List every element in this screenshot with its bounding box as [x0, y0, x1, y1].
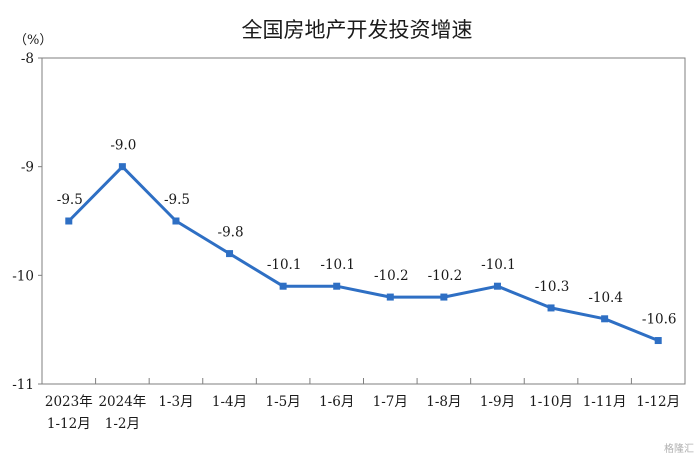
x-tick-label-line: 1-9月: [480, 394, 515, 410]
x-tick-label-line: 1-7月: [373, 394, 408, 410]
y-tick-label: -8: [21, 51, 34, 67]
data-label: -10.4: [588, 290, 623, 306]
data-label: -10.6: [642, 312, 677, 328]
x-tick-label-line: 1-8月: [426, 394, 461, 410]
data-label: -9.8: [218, 225, 244, 241]
y-tick-label: -9: [21, 160, 34, 176]
data-point: [440, 293, 448, 301]
x-tick-label-line: 2024年: [98, 394, 146, 410]
watermark: 格隆汇: [664, 444, 694, 455]
x-tick-label-line: 1-6月: [319, 394, 354, 410]
data-points: [65, 163, 662, 345]
data-point: [65, 217, 73, 225]
x-axis: 2023年 1-12月 2024年 1-2月 1-3月 1-4月 1-5月 1-6月 1-7月 1…: [45, 378, 680, 432]
data-label: -9.5: [164, 192, 190, 208]
data-label: -10.2: [374, 268, 409, 284]
data-point: [386, 293, 394, 301]
x-tick-label: 2024年 1-2月: [98, 394, 146, 432]
data-point: [547, 304, 555, 312]
data-point: [601, 315, 609, 323]
x-tick-label-line: 1-11月: [583, 394, 627, 410]
data-labels: -9.5 -9.0 -9.5 -9.8 -10.1 -10.1 -10.2 -10.2 -10.…: [57, 138, 677, 328]
x-tick-label-line: 2023年: [45, 394, 93, 410]
x-tick-label: 1-9月: [480, 394, 515, 410]
series-line: [67, 165, 659, 342]
data-label: -10.1: [267, 257, 302, 273]
chart-title: 全国房地产开发投资增速: [242, 18, 473, 42]
data-point: [172, 217, 180, 225]
data-point: [333, 282, 341, 290]
y-axis-unit: （%）: [14, 33, 52, 48]
data-label: -10.1: [320, 257, 355, 273]
data-point: [654, 337, 662, 345]
x-tick-label: 1-8月: [426, 394, 461, 410]
data-label: -9.5: [57, 192, 83, 208]
plot-area: [41, 57, 686, 385]
data-label: -10.1: [481, 257, 516, 273]
data-label: -9.0: [110, 138, 136, 154]
y-tick-label: -10: [12, 268, 34, 284]
x-tick-label: 1-10月: [529, 394, 573, 410]
x-tick-label: 1-12月: [636, 394, 680, 410]
x-tick-label-line: 1-2月: [105, 416, 140, 432]
y-axis: -8 -9 -10 -11: [12, 51, 42, 393]
data-label: -10.3: [535, 279, 570, 295]
x-tick-label: 1-6月: [319, 394, 354, 410]
x-tick-label-line: 1-3月: [158, 394, 193, 410]
x-tick-label: 1-11月: [583, 394, 627, 410]
x-tick-label-line: 1-5月: [266, 394, 301, 410]
x-tick-label: 1-5月: [266, 394, 301, 410]
x-tick-label-line: 1-4月: [212, 394, 247, 410]
x-tick-label: 1-3月: [158, 394, 193, 410]
x-tick-label: 1-7月: [373, 394, 408, 410]
x-tick-label: 1-4月: [212, 394, 247, 410]
data-point: [118, 163, 126, 171]
data-label: -10.2: [428, 268, 463, 284]
data-point: [226, 250, 234, 258]
data-point: [279, 282, 287, 290]
x-tick-label-line: 1-12月: [636, 394, 680, 410]
y-tick-label: -11: [12, 377, 34, 393]
x-tick-label-line: 1-10月: [529, 394, 573, 410]
data-point: [493, 282, 501, 290]
x-tick-label: 2023年 1-12月: [45, 394, 93, 432]
x-tick-label-line: 1-12月: [47, 416, 91, 432]
